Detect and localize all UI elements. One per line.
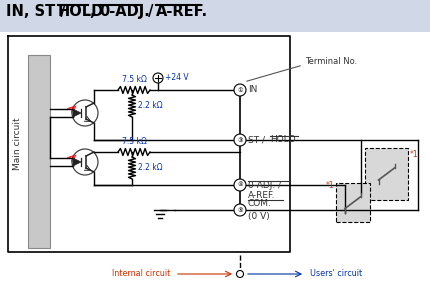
Text: A-REF.: A-REF. — [156, 4, 208, 19]
Text: COM.: COM. — [248, 199, 272, 208]
Text: 2.2 kΩ: 2.2 kΩ — [138, 102, 163, 110]
Text: IN, ST /: IN, ST / — [6, 4, 71, 19]
Text: A-REF.: A-REF. — [248, 191, 276, 200]
Bar — [0, 0, 430, 32]
Text: ③: ③ — [237, 137, 243, 142]
Text: HOLD: HOLD — [58, 4, 104, 19]
Text: ⑤: ⑤ — [237, 208, 243, 213]
Text: 2.2 kΩ: 2.2 kΩ — [138, 164, 163, 173]
Text: ④: ④ — [237, 182, 243, 188]
Text: Terminal No.: Terminal No. — [305, 57, 357, 66]
Polygon shape — [73, 109, 81, 117]
Text: (0 V): (0 V) — [248, 212, 270, 221]
Text: 0-ADJ.: 0-ADJ. — [99, 4, 150, 19]
Text: Main circuit: Main circuit — [13, 118, 22, 170]
Circle shape — [234, 179, 246, 191]
Circle shape — [234, 84, 246, 96]
Circle shape — [234, 204, 246, 216]
Text: *1: *1 — [410, 150, 419, 159]
Text: 0-ADJ. /: 0-ADJ. / — [248, 180, 281, 189]
Polygon shape — [73, 158, 81, 166]
Text: Users' circuit: Users' circuit — [310, 269, 362, 278]
Text: ,: , — [90, 4, 101, 19]
Text: ST /: ST / — [248, 135, 268, 144]
Circle shape — [237, 271, 243, 278]
Text: IN: IN — [248, 86, 258, 95]
Bar — [336, 183, 370, 222]
Text: *1: *1 — [326, 181, 334, 190]
Text: HOLD: HOLD — [270, 135, 296, 144]
Text: Internal circuit: Internal circuit — [112, 269, 170, 278]
Circle shape — [234, 134, 246, 146]
Bar — [28, 55, 50, 248]
Text: +24 V: +24 V — [165, 73, 189, 82]
Bar — [365, 148, 408, 200]
Text: 7.5 kΩ: 7.5 kΩ — [122, 75, 147, 84]
Text: ①: ① — [237, 88, 243, 93]
Text: /: / — [143, 4, 159, 19]
Text: 7.5 kΩ: 7.5 kΩ — [122, 137, 147, 146]
